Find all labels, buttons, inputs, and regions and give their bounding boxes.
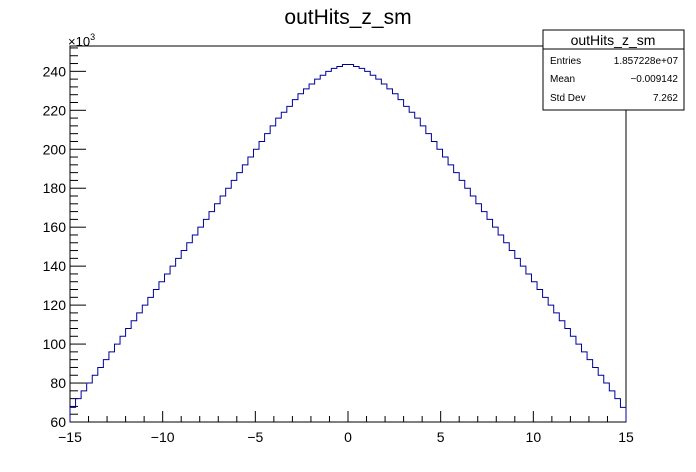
stats-box-frame: [542, 29, 685, 111]
stats-entries-value: 1.857228e+07: [614, 56, 679, 67]
stats-mean-label: Mean: [550, 74, 575, 85]
y-scale-factor: ×103: [68, 32, 95, 49]
x-tick-label: 5: [437, 429, 445, 445]
y-tick-label: 100: [43, 336, 67, 352]
histogram-series: [69, 64, 627, 422]
y-scale-base: ×10: [68, 34, 90, 49]
y-axis: 60 80 100 120 140 160 180 200 220 240: [43, 47, 86, 430]
stats-stddev-value: 7.262: [653, 93, 678, 104]
y-tick-label: 120: [43, 297, 67, 313]
x-tick-label: −5: [247, 429, 263, 445]
histogram-line: [69, 64, 627, 422]
x-tick-label: 15: [618, 429, 634, 445]
y-tick-label: 200: [43, 141, 67, 157]
stats-stddev-label: Std Dev: [550, 93, 586, 104]
stats-box: outHits_z_sm Entries 1.857228e+07 Mean −…: [542, 29, 685, 111]
y-tick-label: 180: [43, 180, 67, 196]
y-tick-label: 160: [43, 219, 67, 235]
y-tick-label: 240: [43, 63, 67, 79]
stats-box-title: outHits_z_sm: [571, 32, 656, 48]
y-tick-label: 80: [50, 375, 66, 391]
chart-title: outHits_z_sm: [284, 6, 411, 29]
y-tick-label: 60: [50, 414, 66, 430]
x-tick-label: 10: [526, 429, 542, 445]
stats-entries-label: Entries: [550, 56, 581, 67]
y-tick-label: 140: [43, 258, 67, 274]
x-tick-label: −15: [58, 429, 82, 445]
y-tick-label: 220: [43, 102, 67, 118]
x-axis: −15 −10 −5 0 5 10 15: [58, 411, 634, 445]
y-scale-exponent: 3: [90, 32, 95, 42]
x-tick-label: −10: [151, 429, 175, 445]
stats-mean-value: −0.009142: [630, 74, 678, 85]
x-tick-label: 0: [344, 429, 352, 445]
